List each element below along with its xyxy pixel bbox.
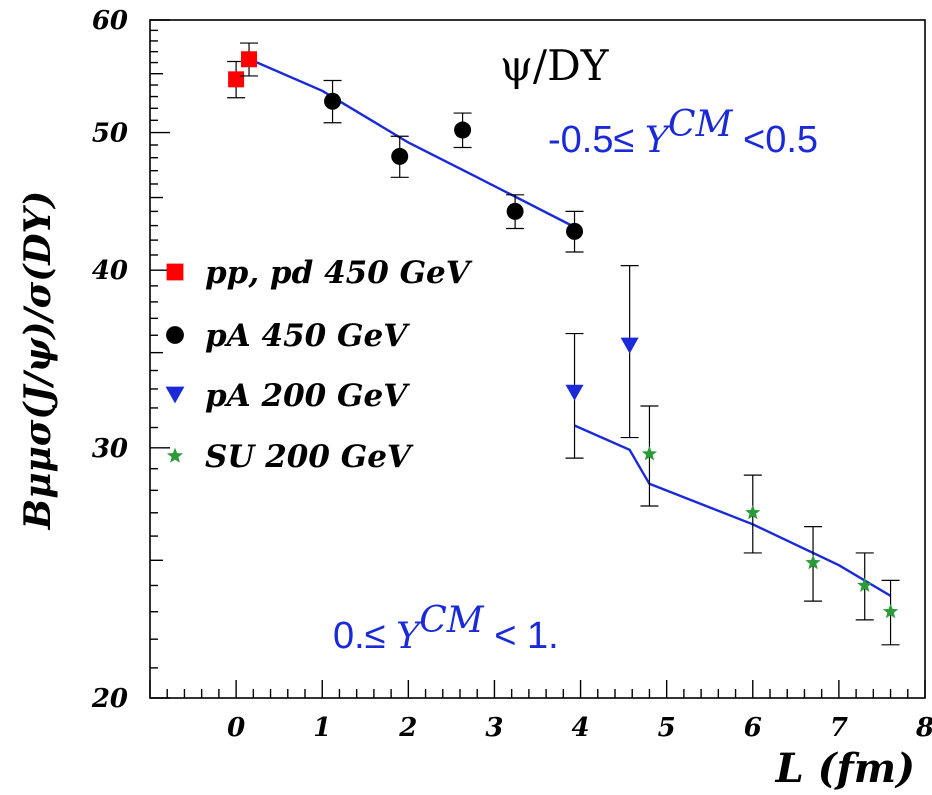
y-tick-label: 20 bbox=[91, 684, 128, 714]
fit-line bbox=[574, 424, 892, 597]
data-point-star bbox=[805, 554, 821, 570]
y-tick-label: 50 bbox=[92, 119, 128, 149]
data-point-square bbox=[228, 71, 245, 88]
x-tick-label: 0 bbox=[227, 713, 245, 743]
legend-label: pp, pd 450 GeV bbox=[205, 255, 473, 291]
plot-frame bbox=[149, 19, 926, 699]
annotation-top: -0.5≤ YCM <0.5 bbox=[548, 104, 818, 161]
data-point-star bbox=[641, 446, 658, 461]
chart-title: ψ/DY bbox=[500, 41, 610, 90]
legend-label: SU 200 GeV bbox=[205, 439, 414, 475]
x-axis-title: L (fm) bbox=[775, 745, 915, 792]
data-point-square bbox=[166, 263, 184, 281]
data-point-star bbox=[857, 577, 873, 592]
data-point-triangle bbox=[565, 384, 584, 401]
data-point-star bbox=[745, 504, 761, 520]
data-point-star bbox=[882, 603, 899, 619]
fit-line bbox=[244, 55, 576, 229]
x-tick-label: 8 bbox=[915, 713, 932, 743]
data-point-circle bbox=[391, 147, 409, 165]
x-tick-label: 6 bbox=[744, 713, 762, 743]
x-tick-label: 4 bbox=[572, 713, 590, 743]
legend: pp, pd 450 GeV pA 450 GeV pA 200 GeV SU 200… bbox=[165, 255, 473, 475]
data-point-triangle bbox=[165, 386, 185, 404]
y-tick-label: 40 bbox=[92, 256, 128, 286]
y-tick-label: 60 bbox=[92, 6, 128, 36]
x-tick-label: 1 bbox=[313, 713, 331, 743]
y-axis-title: Bμμσ(J/ψ)/σ(DY) bbox=[17, 191, 59, 530]
legend-label: pA 450 GeV bbox=[205, 318, 410, 354]
data-point-circle bbox=[566, 222, 584, 240]
y-tick-label: 30 bbox=[92, 434, 128, 464]
data-point-circle bbox=[324, 92, 342, 110]
data-point-square bbox=[241, 51, 258, 68]
x-tick-label: 7 bbox=[830, 713, 848, 743]
data-point-star bbox=[167, 447, 183, 463]
data-point-circle bbox=[454, 121, 472, 139]
legend-label: pA 200 GeV bbox=[205, 378, 410, 414]
x-tick-label: 5 bbox=[658, 713, 676, 743]
data-point-circle bbox=[166, 326, 184, 344]
data-point-circle bbox=[506, 202, 524, 220]
x-tick-label: 2 bbox=[398, 713, 417, 743]
data-point-triangle bbox=[620, 337, 639, 354]
x-tick-label: 3 bbox=[485, 713, 503, 743]
annotation-bottom: 0.≤ YCM < 1. bbox=[333, 600, 559, 657]
